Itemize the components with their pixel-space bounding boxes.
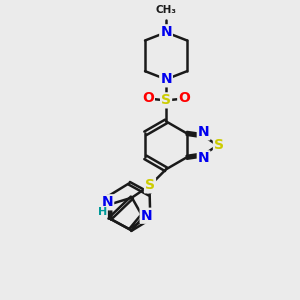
- Text: S: S: [214, 138, 224, 152]
- Text: S: S: [145, 178, 155, 192]
- Text: CH₃: CH₃: [156, 5, 177, 15]
- Text: N: N: [160, 72, 172, 86]
- Text: O: O: [178, 91, 190, 105]
- Text: N: N: [198, 151, 209, 165]
- Text: N: N: [101, 195, 113, 209]
- Text: O: O: [142, 91, 154, 105]
- Text: S: S: [161, 93, 171, 107]
- Text: H: H: [98, 207, 107, 217]
- Text: N: N: [160, 25, 172, 39]
- Text: N: N: [198, 125, 209, 140]
- Text: N: N: [141, 209, 152, 223]
